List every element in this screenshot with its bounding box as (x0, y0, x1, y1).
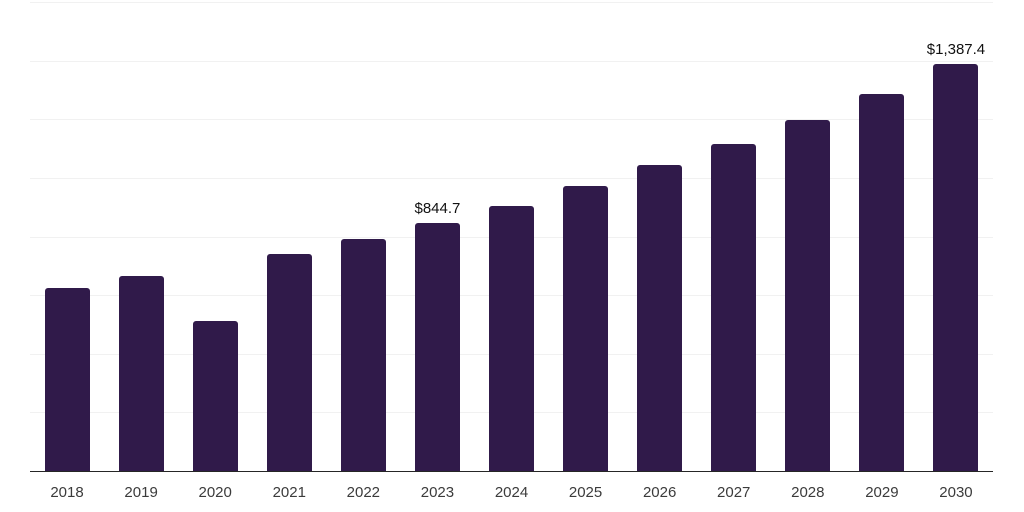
bar-2024 (489, 206, 534, 471)
x-tick-label-2025: 2025 (568, 484, 603, 501)
bar-2019 (118, 276, 164, 471)
bar-2027 (711, 144, 757, 471)
bar-2018 (44, 287, 90, 471)
bar-2030 (933, 64, 979, 471)
bar-2025 (563, 186, 609, 471)
x-axis-line (30, 470, 993, 472)
gridline (30, 119, 993, 121)
gridline (30, 60, 993, 62)
bar-2026 (637, 165, 683, 471)
bar-2029 (859, 93, 905, 471)
x-tick-label-2023: 2023 (420, 484, 455, 501)
x-tick-label-2026: 2026 (642, 484, 677, 501)
x-tick-label-2020: 2020 (198, 484, 232, 501)
x-tick-label-2022: 2022 (346, 484, 381, 501)
gridline (30, 177, 993, 179)
data-label-2030: $1,387.4 (926, 41, 986, 59)
x-tick-label-2018: 2018 (50, 484, 84, 501)
bar-2020 (192, 320, 238, 471)
x-tick-label-2027: 2027 (717, 484, 751, 501)
bar-2028 (785, 119, 831, 471)
x-tick-label-2024: 2024 (494, 484, 529, 501)
bar-2022 (340, 239, 386, 471)
bar-2021 (266, 254, 312, 471)
bar-2023 (414, 223, 460, 471)
data-label-2023: $844.7 (414, 200, 461, 218)
gridline (30, 2, 993, 3)
x-tick-label-2029: 2029 (865, 484, 899, 501)
x-tick-label-2030: 2030 (939, 484, 973, 501)
x-tick-label-2028: 2028 (791, 484, 825, 501)
x-tick-label-2019: 2019 (124, 484, 158, 501)
x-tick-label-2021: 2021 (272, 484, 306, 501)
plot-area: $844.7 $1,387.4 (30, 2, 993, 472)
